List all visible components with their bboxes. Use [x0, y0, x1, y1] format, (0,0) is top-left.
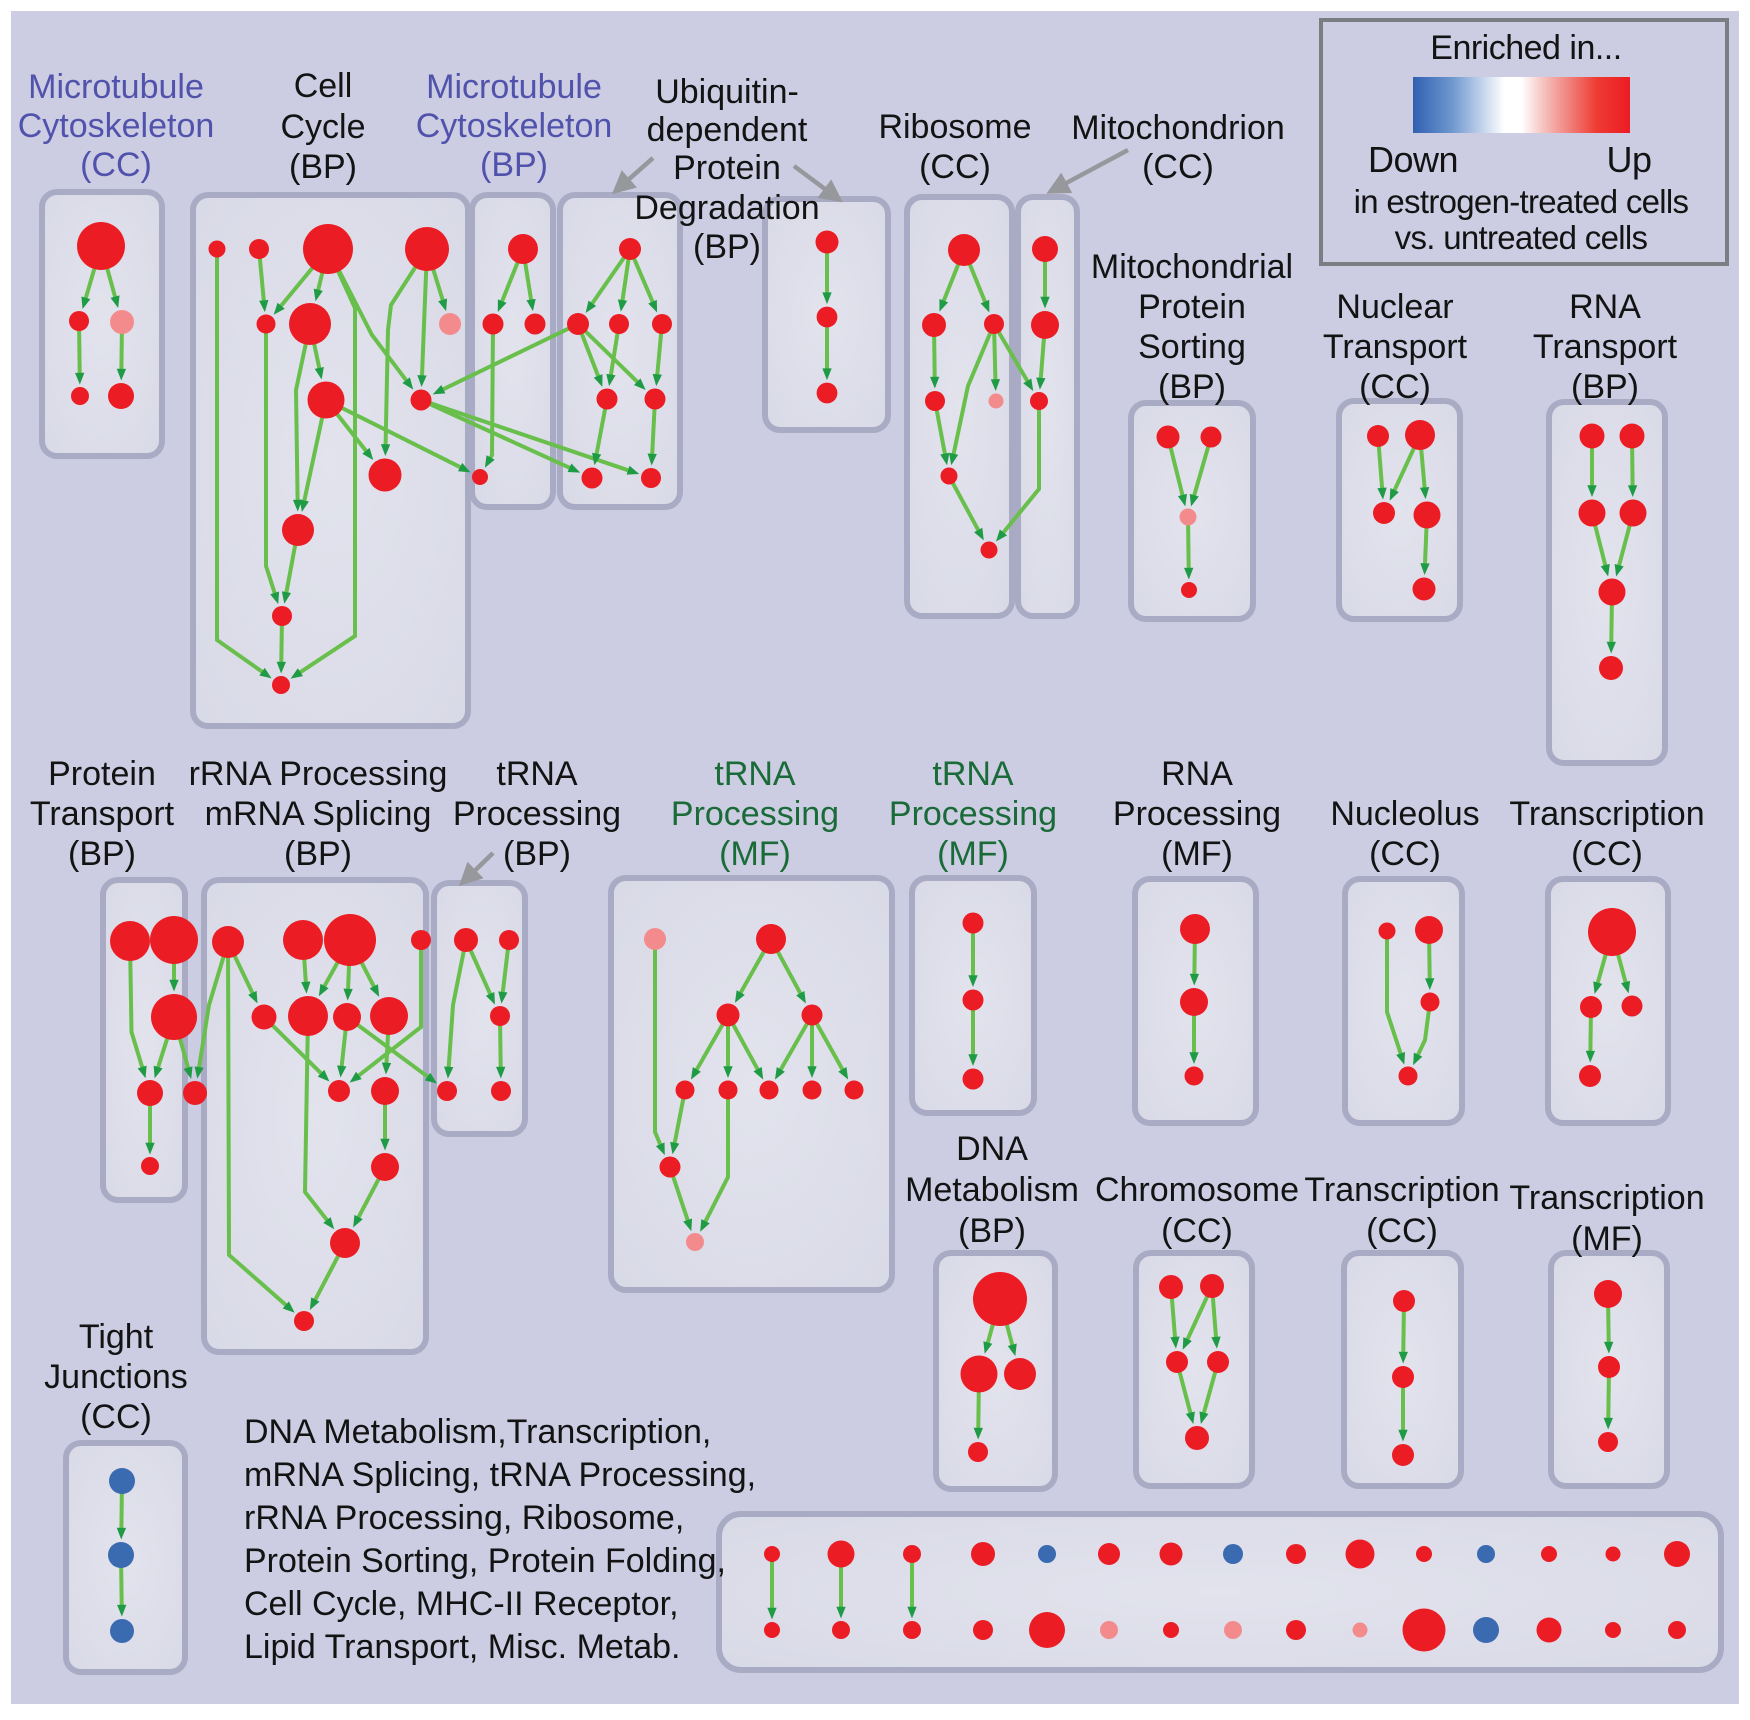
svg-text:rRNA Processing, Ribosome,: rRNA Processing, Ribosome, — [244, 1499, 684, 1537]
svg-text:Transport: Transport — [1323, 328, 1468, 366]
svg-text:Mitochondrion: Mitochondrion — [1071, 109, 1285, 147]
svg-text:Lipid Transport, Misc. Metab.: Lipid Transport, Misc. Metab. — [244, 1628, 681, 1666]
svg-text:(CC): (CC) — [80, 146, 152, 184]
svg-text:Transcription: Transcription — [1509, 795, 1704, 833]
svg-text:Chromosome: Chromosome — [1095, 1171, 1299, 1209]
svg-text:Processing: Processing — [671, 795, 839, 833]
svg-text:Ribosome: Ribosome — [878, 108, 1031, 146]
svg-text:(BP): (BP) — [1158, 368, 1226, 406]
svg-text:(MF): (MF) — [1571, 1220, 1643, 1258]
svg-text:(BP): (BP) — [480, 146, 548, 184]
svg-text:mRNA Splicing: mRNA Splicing — [205, 795, 432, 833]
svg-text:Processing: Processing — [889, 795, 1057, 833]
svg-text:in estrogen-treated cells: in estrogen-treated cells — [1354, 183, 1689, 220]
svg-text:mRNA Splicing, tRNA Processing: mRNA Splicing, tRNA Processing, — [244, 1456, 756, 1494]
svg-text:Protein: Protein — [673, 149, 781, 187]
svg-text:(MF): (MF) — [1161, 835, 1233, 873]
svg-text:Transcription: Transcription — [1304, 1171, 1499, 1209]
svg-text:Cytoskeleton: Cytoskeleton — [416, 107, 613, 145]
svg-text:Cytoskeleton: Cytoskeleton — [18, 107, 215, 145]
svg-text:rRNA Processing: rRNA Processing — [189, 755, 448, 793]
svg-text:(CC): (CC) — [1571, 835, 1643, 873]
svg-text:Tight: Tight — [79, 1318, 154, 1356]
svg-text:tRNA: tRNA — [496, 755, 578, 793]
svg-text:(CC): (CC) — [1359, 368, 1431, 406]
svg-text:(BP): (BP) — [693, 228, 761, 266]
svg-text:Microtubule: Microtubule — [426, 68, 602, 106]
svg-text:Cell: Cell — [294, 67, 353, 105]
svg-text:DNA: DNA — [956, 1130, 1028, 1168]
svg-text:Nuclear: Nuclear — [1336, 288, 1453, 326]
svg-text:Protein: Protein — [1138, 288, 1246, 326]
svg-text:tRNA: tRNA — [714, 755, 796, 793]
svg-text:Junctions: Junctions — [44, 1358, 188, 1396]
svg-text:(BP): (BP) — [958, 1212, 1026, 1250]
svg-text:dependent: dependent — [647, 111, 808, 149]
svg-text:(CC): (CC) — [1142, 148, 1214, 186]
svg-text:Microtubule: Microtubule — [28, 68, 204, 106]
svg-text:RNA: RNA — [1569, 288, 1641, 326]
svg-text:Transport: Transport — [1533, 328, 1678, 366]
svg-text:Mitochondrial: Mitochondrial — [1091, 248, 1293, 286]
svg-text:Degradation: Degradation — [634, 189, 819, 227]
svg-text:Cell Cycle, MHC-II Receptor,: Cell Cycle, MHC-II Receptor, — [244, 1585, 679, 1623]
svg-text:(BP): (BP) — [1571, 368, 1639, 406]
svg-text:Nucleolus: Nucleolus — [1330, 795, 1479, 833]
svg-text:Ubiquitin-: Ubiquitin- — [655, 73, 799, 111]
svg-text:(BP): (BP) — [289, 148, 357, 186]
svg-text:(CC): (CC) — [1369, 835, 1441, 873]
svg-text:Transport: Transport — [30, 795, 175, 833]
svg-text:Metabolism: Metabolism — [905, 1171, 1079, 1209]
svg-text:(CC): (CC) — [1161, 1212, 1233, 1250]
svg-text:Protein Sorting, Protein Foldi: Protein Sorting, Protein Folding, — [244, 1542, 726, 1580]
svg-text:Processing: Processing — [1113, 795, 1281, 833]
svg-text:Down: Down — [1368, 139, 1458, 180]
svg-text:(MF): (MF) — [719, 835, 791, 873]
svg-text:Enriched in...: Enriched in... — [1430, 29, 1621, 67]
svg-text:RNA: RNA — [1161, 755, 1233, 793]
svg-text:tRNA: tRNA — [932, 755, 1014, 793]
svg-text:Processing: Processing — [453, 795, 621, 833]
svg-text:(MF): (MF) — [937, 835, 1009, 873]
svg-text:(BP): (BP) — [68, 835, 136, 873]
svg-text:Transcription: Transcription — [1509, 1179, 1704, 1217]
svg-text:(BP): (BP) — [503, 835, 571, 873]
svg-text:Sorting: Sorting — [1138, 328, 1246, 366]
svg-text:Up: Up — [1606, 139, 1651, 180]
svg-text:(BP): (BP) — [284, 835, 352, 873]
svg-text:(CC): (CC) — [80, 1398, 152, 1436]
svg-text:Protein: Protein — [48, 755, 156, 793]
svg-text:(CC): (CC) — [919, 148, 991, 186]
svg-text:Cycle: Cycle — [280, 108, 365, 146]
svg-text:DNA Metabolism,Transcription,: DNA Metabolism,Transcription, — [244, 1413, 711, 1451]
svg-text:(CC): (CC) — [1366, 1212, 1438, 1250]
svg-text:vs. untreated cells: vs. untreated cells — [1395, 219, 1648, 256]
